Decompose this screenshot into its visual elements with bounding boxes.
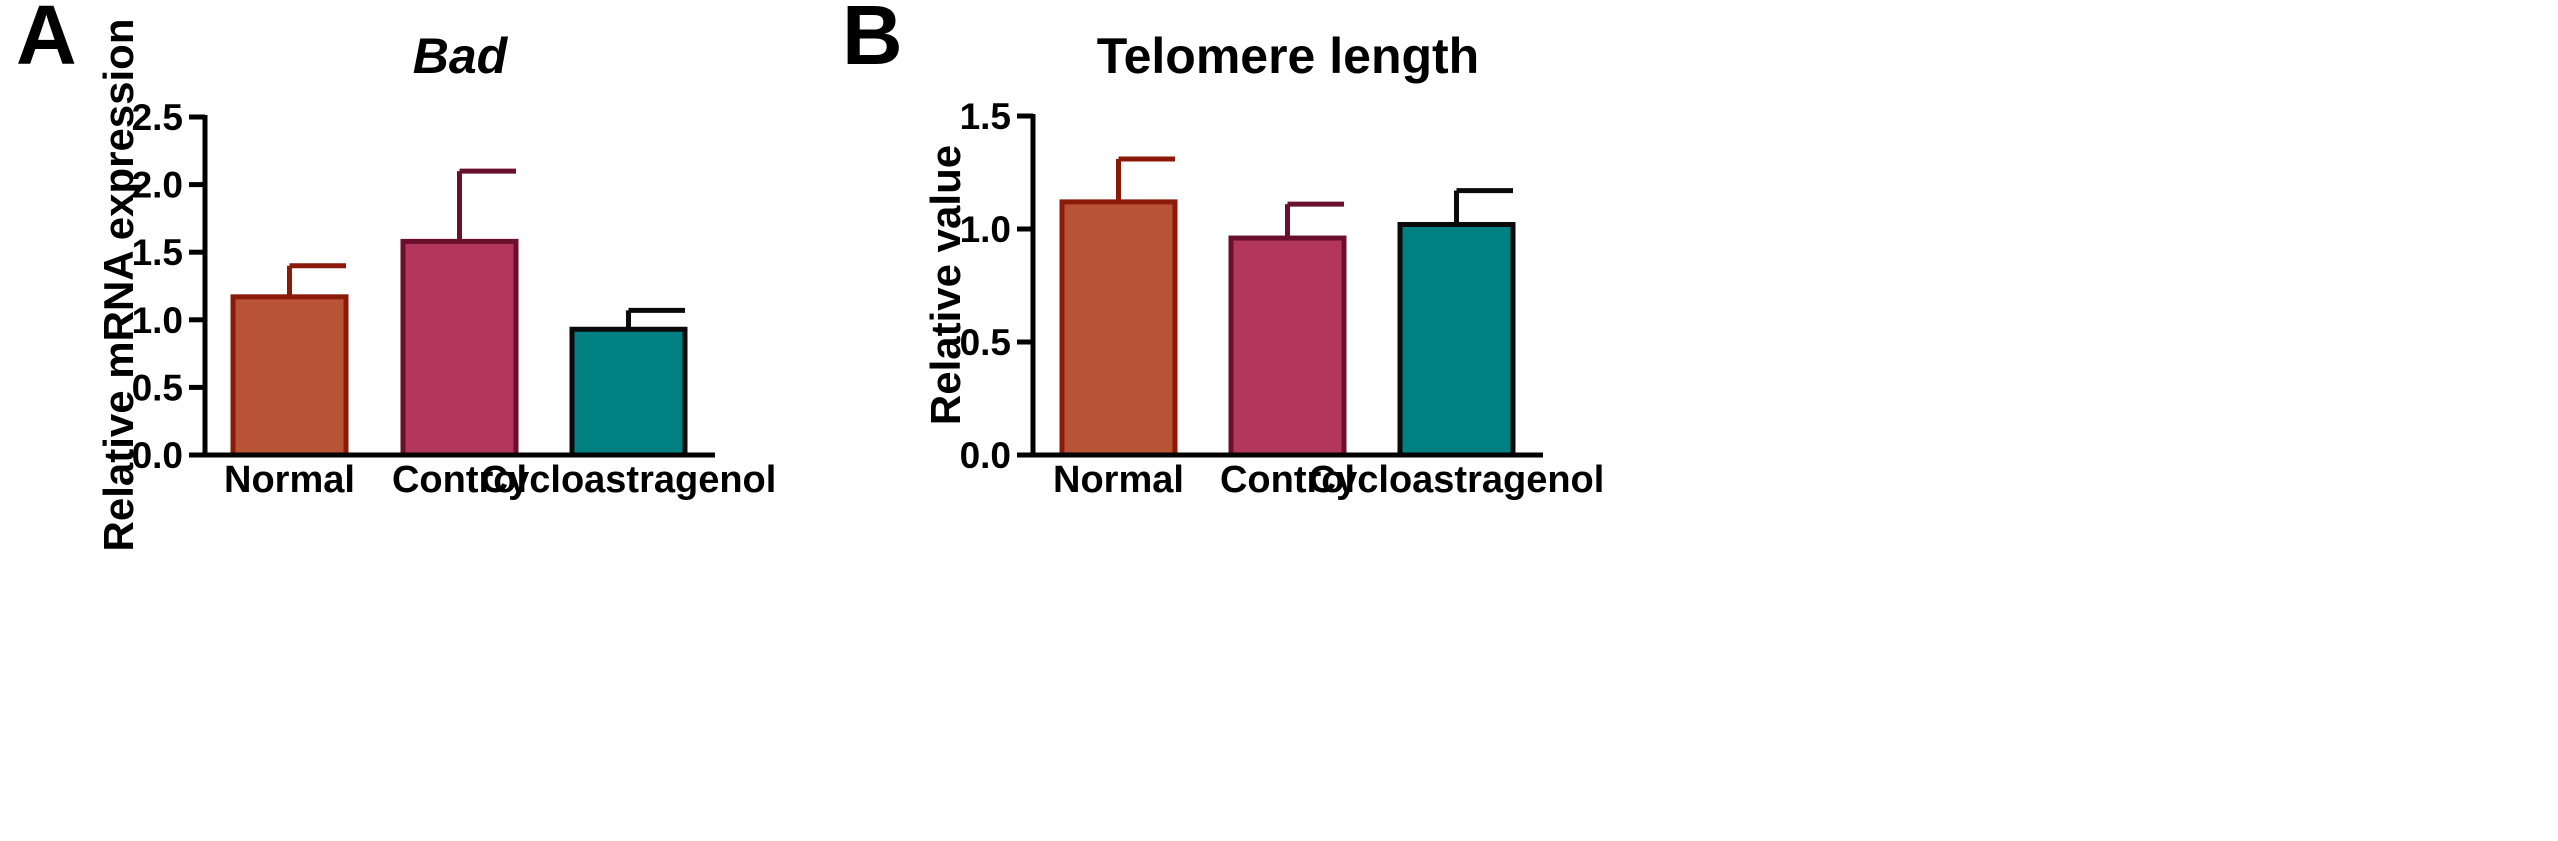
panel-b-y-ticks: 0.0 0.5 1.0 1.5 [960,96,1033,476]
y-tick-label: 1.0 [960,209,1011,250]
panel-a-y-axis-label: Relative mRNA expression [95,19,142,552]
x-category-label: Control [1220,459,1355,501]
y-tick-label: 2.0 [132,165,183,206]
bar-control [400,238,519,458]
panel-a-title: Bad [413,28,509,84]
bar-normal [230,294,349,458]
y-tick-label: 1.5 [132,232,183,273]
bar-control [1228,235,1347,458]
panel-a: A Bad Relative mRNA expression 0.0 0.5 1.0… [16,0,776,551]
panel-b-title: Telomere length [1097,28,1479,84]
panel-b-letter: B [842,0,903,82]
panel-b-y-axis-label: Relative value [922,145,969,425]
panel-a-letter: A [16,0,77,82]
panel-a-y-ticks: 0.0 0.5 1.0 1.5 2.0 2.5 [132,97,205,476]
x-category-label: Control [392,459,527,501]
bar-cycloastragenol [569,326,688,458]
x-category-label: Normal [224,459,355,501]
panel-b: B Telomere length Relative value 0.0 0.5 1… [842,0,1604,501]
x-category-label: Normal [1053,459,1184,501]
panel-a-bars [230,168,688,458]
bar-normal [1059,199,1178,458]
y-tick-label: 2.5 [132,97,183,138]
y-tick-label: 1.5 [960,96,1011,137]
y-tick-label: 0.5 [132,367,183,408]
x-category-label: Cycloastragenol [1309,459,1605,501]
y-tick-label: 0.0 [132,435,183,476]
y-tick-label: 0.5 [960,322,1011,363]
x-category-label: Cycloastragenol [481,459,777,501]
panel-b-bars [1059,156,1516,458]
y-tick-label: 0.0 [960,435,1011,476]
y-tick-label: 1.0 [132,300,183,341]
bar-cycloastragenol [1397,221,1516,458]
